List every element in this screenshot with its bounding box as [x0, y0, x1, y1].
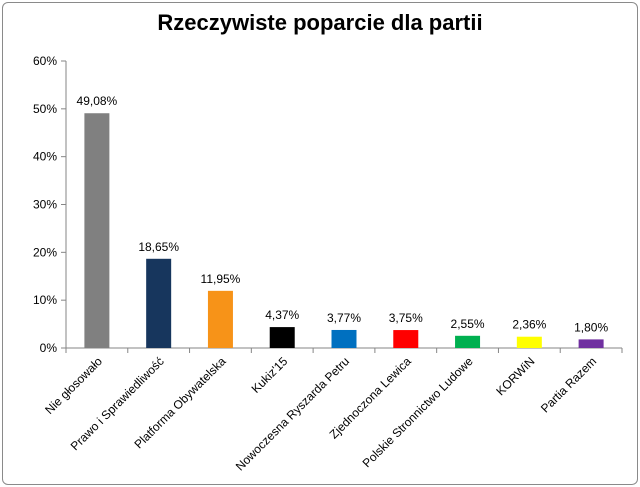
data-label: 18,65% — [138, 240, 179, 254]
chart-title: Rzeczywiste poparcie dla partii — [157, 10, 483, 35]
data-label: 4,37% — [265, 308, 299, 322]
category-label: Partia Razem — [538, 354, 599, 415]
data-label: 2,36% — [512, 318, 546, 332]
y-tick-label: 10% — [33, 293, 57, 307]
y-tick-label: 30% — [33, 198, 57, 212]
data-label: 3,75% — [389, 311, 423, 325]
bar — [516, 336, 542, 348]
bar — [393, 330, 419, 348]
data-label: 2,55% — [451, 317, 485, 331]
y-tick-label: 40% — [33, 150, 57, 164]
category-label: Nie głosowało — [42, 354, 105, 417]
chart-data-labels: 49,08% 18,65% 11,95% 4,37% 3,77% 3,75% 2,55% 2,… — [77, 94, 609, 334]
data-label: 1,80% — [574, 320, 608, 334]
data-label: 11,95% — [201, 272, 241, 286]
category-label: Polskie Stronnictwo Ludowe — [360, 354, 476, 470]
category-label: Kukiz'15 — [249, 354, 291, 396]
y-tick-label: 60% — [33, 54, 57, 68]
bar — [207, 290, 233, 348]
category-label: KORWiN — [493, 354, 537, 398]
bar — [331, 329, 357, 348]
data-label: 3,77% — [327, 311, 361, 325]
bar — [455, 335, 481, 348]
bar — [269, 327, 295, 348]
bar — [84, 113, 110, 348]
y-tick-label: 20% — [33, 245, 57, 259]
y-tick-label: 50% — [33, 102, 57, 116]
bar — [578, 339, 604, 348]
chart-bars — [84, 113, 604, 348]
y-tick-label: 0% — [40, 341, 58, 355]
bar — [146, 258, 172, 348]
data-label: 49,08% — [77, 94, 118, 108]
chart-axes: 0% 10% 20% 30% 40% 50% 60% — [33, 54, 623, 355]
category-label: Nowoczesna Ryszarda Petru — [233, 354, 352, 473]
